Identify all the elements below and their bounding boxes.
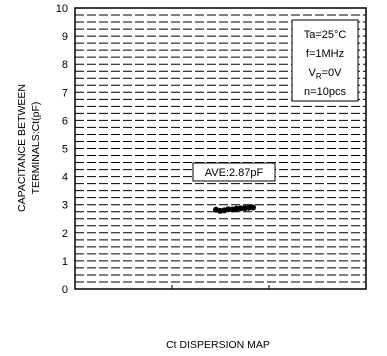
y-axis-label-line2: TERMINALS:Ct(pF) bbox=[30, 102, 42, 195]
y-axis-label-line1: CAPACITANCE BETWEEN bbox=[16, 84, 28, 212]
y-tick-label: 3 bbox=[62, 200, 68, 212]
conditions-box bbox=[291, 19, 359, 102]
y-tick-label: 8 bbox=[62, 59, 68, 71]
y-axis-tick-labels: 0 1 2 3 4 5 6 7 8 9 10 bbox=[56, 3, 68, 296]
y-tick-label: 10 bbox=[56, 3, 68, 15]
x-axis-ticks bbox=[171, 285, 270, 289]
y-tick-label: 0 bbox=[62, 284, 68, 296]
condition-ta: Ta=25°C bbox=[304, 29, 347, 41]
y-tick-label: 5 bbox=[62, 144, 68, 156]
average-box bbox=[192, 162, 276, 182]
condition-frequency: f=1MHz bbox=[306, 48, 344, 60]
condition-vr: VR=0V bbox=[308, 67, 342, 81]
plot-frame bbox=[74, 7, 367, 290]
condition-sample-count: n=10pcs bbox=[304, 86, 346, 98]
y-tick-label: 1 bbox=[62, 256, 68, 268]
y-tick-label: 7 bbox=[62, 87, 68, 99]
y-tick-label: 2 bbox=[62, 228, 68, 240]
data-point bbox=[250, 204, 256, 211]
y-tick-label: 9 bbox=[62, 31, 68, 43]
y-tick-label: 4 bbox=[62, 172, 68, 184]
average-label: AVE:2.87pF bbox=[205, 167, 264, 179]
average-annotation: AVE:2.87pF bbox=[192, 162, 276, 182]
data-points bbox=[213, 204, 256, 214]
chart-caption: Ct DISPERSION MAP bbox=[166, 339, 270, 351]
conditions-legend: Ta=25°C f=1MHz VR=0V n=10pcs bbox=[291, 19, 359, 102]
y-tick-label: 6 bbox=[62, 115, 68, 127]
